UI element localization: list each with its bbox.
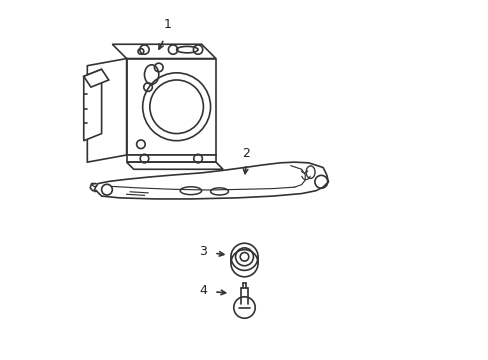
Text: 3: 3 [199, 245, 207, 258]
Polygon shape [112, 44, 216, 59]
Polygon shape [126, 59, 216, 155]
Polygon shape [83, 69, 102, 141]
Polygon shape [126, 162, 223, 169]
Polygon shape [126, 155, 216, 162]
Text: 2: 2 [242, 147, 250, 160]
Polygon shape [94, 162, 328, 199]
Text: 4: 4 [199, 284, 207, 297]
Text: 1: 1 [163, 18, 171, 31]
Polygon shape [87, 59, 126, 162]
Polygon shape [83, 69, 108, 87]
